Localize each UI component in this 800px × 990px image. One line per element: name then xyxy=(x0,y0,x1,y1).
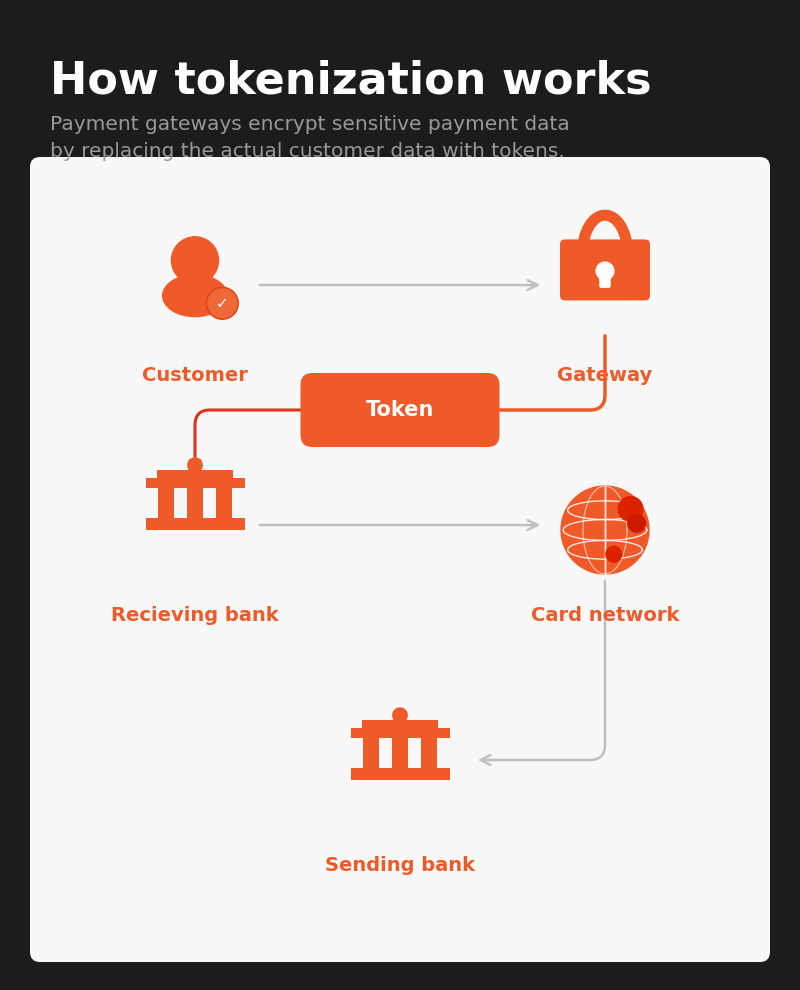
Circle shape xyxy=(606,546,622,562)
Text: Payment gateways encrypt sensitive payment data: Payment gateways encrypt sensitive payme… xyxy=(50,115,570,134)
Text: Recieving bank: Recieving bank xyxy=(111,606,279,625)
FancyBboxPatch shape xyxy=(301,373,499,447)
Ellipse shape xyxy=(162,275,227,317)
Text: How tokenization works: How tokenization works xyxy=(50,60,652,103)
Circle shape xyxy=(171,237,218,284)
FancyBboxPatch shape xyxy=(363,739,379,768)
FancyBboxPatch shape xyxy=(350,768,450,780)
Circle shape xyxy=(393,708,407,723)
Text: Gateway: Gateway xyxy=(558,366,653,385)
Text: ✓: ✓ xyxy=(216,296,229,311)
Text: Sending bank: Sending bank xyxy=(325,856,475,875)
FancyBboxPatch shape xyxy=(560,240,650,300)
FancyBboxPatch shape xyxy=(216,488,232,519)
FancyBboxPatch shape xyxy=(146,519,245,530)
Circle shape xyxy=(628,515,646,533)
Text: by replacing the actual customer data with tokens.: by replacing the actual customer data wi… xyxy=(50,142,565,161)
Circle shape xyxy=(208,289,237,318)
FancyBboxPatch shape xyxy=(187,488,203,519)
Circle shape xyxy=(206,287,238,319)
Circle shape xyxy=(561,486,649,574)
FancyBboxPatch shape xyxy=(392,739,408,768)
Text: Customer: Customer xyxy=(142,366,248,385)
Circle shape xyxy=(188,458,202,472)
Circle shape xyxy=(618,497,643,521)
FancyBboxPatch shape xyxy=(599,270,610,288)
FancyBboxPatch shape xyxy=(146,478,245,488)
Text: Card network: Card network xyxy=(531,606,679,625)
FancyBboxPatch shape xyxy=(158,488,174,519)
Text: Token: Token xyxy=(366,400,434,420)
Circle shape xyxy=(596,262,614,280)
FancyBboxPatch shape xyxy=(421,739,437,768)
FancyBboxPatch shape xyxy=(157,469,233,478)
FancyBboxPatch shape xyxy=(362,720,438,729)
FancyBboxPatch shape xyxy=(30,157,770,962)
FancyBboxPatch shape xyxy=(350,729,450,739)
